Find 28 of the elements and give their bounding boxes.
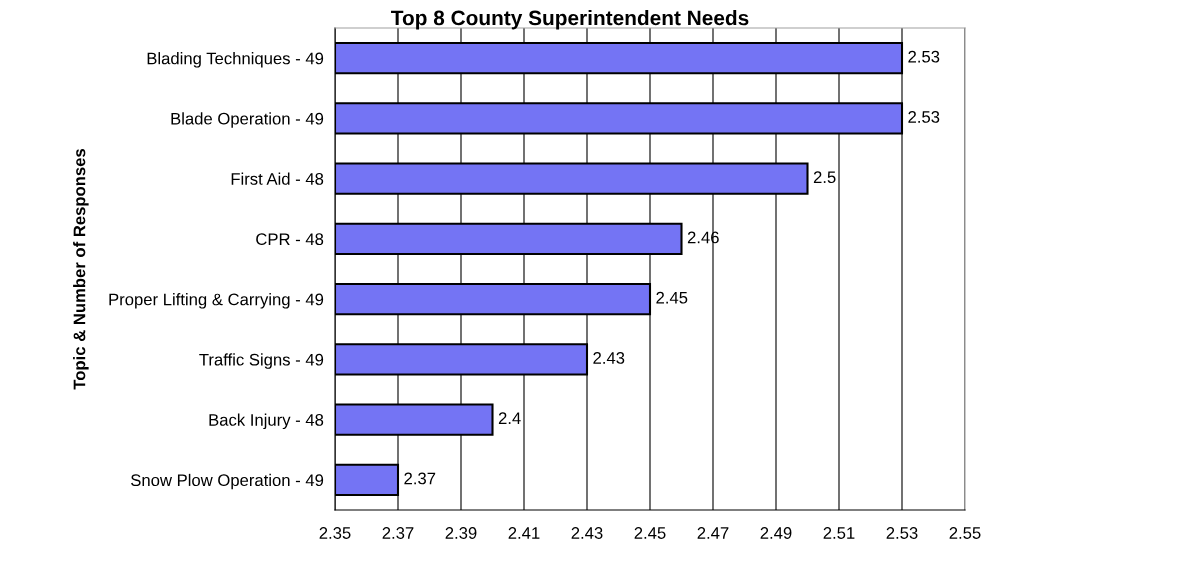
data-label: 2.5	[813, 171, 836, 184]
x-tick-label: 2.45	[634, 527, 666, 539]
y-tick-label: Blade Operation - 49	[171, 112, 324, 128]
y-tick-label: Snow Plow Operation - 49	[131, 473, 324, 490]
data-label: 2.43	[593, 352, 625, 364]
y-axis-title: Topic & Number of Responses	[73, 148, 89, 390]
chart-title: Top 8 County Superintendent Needs	[391, 10, 749, 30]
x-tick-label: 2.39	[445, 527, 477, 539]
y-tick-label: Proper Lifting & Carrying - 49	[109, 293, 324, 309]
data-label: 2.53	[908, 111, 940, 123]
data-label: 2.53	[908, 50, 940, 63]
y-tick-label: CPR - 48	[256, 233, 324, 246]
x-tick-label: 2.43	[571, 527, 603, 539]
data-label: 2.45	[656, 291, 688, 304]
data-label: 2.4	[498, 412, 521, 424]
x-tick-label: 2.51	[823, 527, 855, 539]
y-tick-label: Blading Techniques - 49	[147, 52, 324, 68]
x-tick-label: 2.35	[319, 527, 351, 539]
x-tick-label: 2.49	[760, 527, 792, 539]
x-tick-label: 2.53	[886, 527, 918, 539]
x-tick-label: 2.55	[949, 527, 981, 539]
x-tick-label: 2.47	[697, 527, 729, 539]
y-tick-label: Back Injury - 48	[209, 413, 324, 430]
x-tick-label: 2.37	[382, 527, 414, 539]
x-tick-label: 2.41	[508, 527, 540, 539]
y-tick-label: First Aid - 48	[231, 172, 324, 185]
data-label: 2.37	[404, 472, 436, 485]
y-tick-label: Traffic Signs - 49	[199, 353, 324, 369]
